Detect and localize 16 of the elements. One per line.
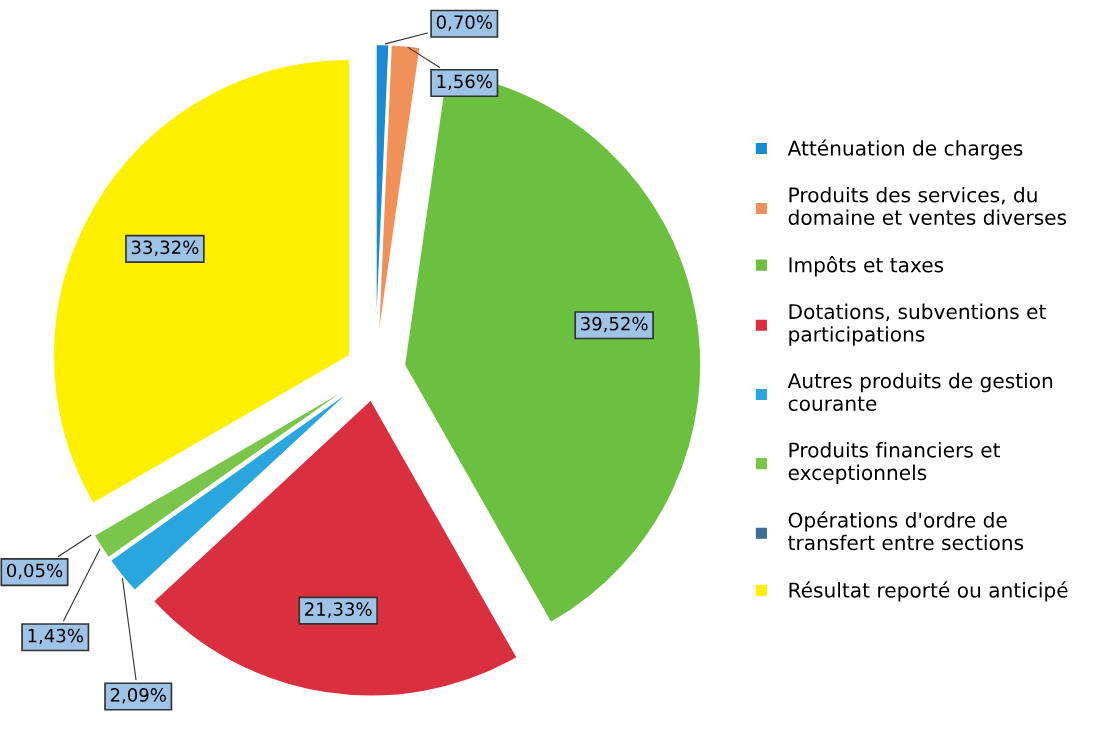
legend-label: Produits des services, du domaine et ventes diverses [788,186,1067,226]
data-label: 0,70% [436,15,492,31]
data-label: 2,09% [110,688,166,704]
data-label: 39,52% [581,316,648,333]
legend-label: Autres produits de gestion courante [787,372,1053,411]
data-label: 0,05% [7,563,63,580]
legend-label: Atténuation de charges [787,139,1023,160]
legend-label: Dotations, subventions et participations [789,303,1046,346]
legend-label: Résultat reporté ou anticipé [789,581,1068,602]
data-label: 1,56% [437,74,492,91]
legend-label: Impôts et taxes [789,256,944,277]
data-label: 33,32% [131,240,199,256]
data-label: 21,33% [305,602,372,618]
legend-label: Opérations d'ordre de transfert entre sections [788,511,1024,551]
legend-label: Produits financiers et exceptionnels [788,442,1001,485]
data-label: 1,43% [28,628,83,645]
